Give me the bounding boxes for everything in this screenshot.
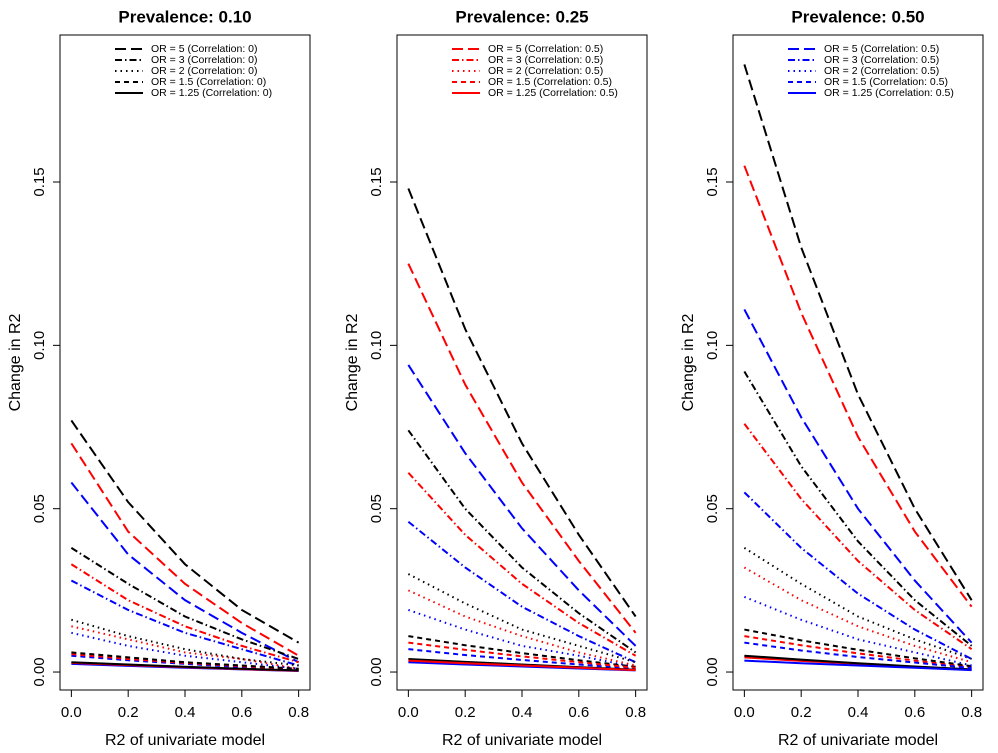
plot-box xyxy=(59,34,311,691)
series-line xyxy=(743,595,972,667)
legend-label: OR = 2 (Correlation: 0.5) xyxy=(824,65,939,77)
chart-title: Prevalence: 0.50 xyxy=(791,7,924,26)
legend-label: OR = 5 (Correlation: 0) xyxy=(151,43,258,55)
legend-label: OR = 1.25 (Correlation: 0.5) xyxy=(824,87,954,99)
x-tick-label: 0.4 xyxy=(175,704,196,721)
series-line xyxy=(71,651,299,670)
plot-box xyxy=(396,34,648,691)
x-tick-label: 0.6 xyxy=(231,704,252,721)
x-tick-label: 0.6 xyxy=(904,704,925,721)
series-line xyxy=(408,635,636,668)
series-line xyxy=(70,563,299,664)
series-line xyxy=(407,573,636,664)
y-tick-label: 0.10 xyxy=(704,331,721,360)
x-tick-label: 0.2 xyxy=(455,704,476,721)
y-tick-label: 0.10 xyxy=(31,331,48,360)
legend-label: OR = 1.5 (Correlation: 0.5) xyxy=(824,76,948,88)
series-line xyxy=(408,609,636,669)
series-line xyxy=(70,442,300,657)
y-tick-label: 0.15 xyxy=(368,167,385,196)
x-tick-label: 0.8 xyxy=(288,704,309,721)
series-line xyxy=(407,520,637,664)
x-tick-label: 0.2 xyxy=(118,704,139,721)
series-line xyxy=(71,661,299,672)
x-axis-label: R2 of univariate model xyxy=(442,732,602,749)
series-line xyxy=(70,481,300,664)
series-line xyxy=(743,547,972,660)
series-line xyxy=(743,566,972,664)
x-tick-label: 0.0 xyxy=(398,704,419,721)
series-line xyxy=(407,472,637,657)
x-tick-label: 0.4 xyxy=(848,704,869,721)
y-tick-label: 0.05 xyxy=(368,494,385,523)
y-axis-label: Change in R2 xyxy=(344,313,361,411)
legend-label: OR = 5 (Correlation: 0.5) xyxy=(824,43,939,55)
legend-label: OR = 1.5 (Correlation: 0.5) xyxy=(488,76,612,88)
series-line xyxy=(407,263,637,634)
x-tick-label: 0.8 xyxy=(625,704,646,721)
plot-box xyxy=(732,34,984,691)
series-line xyxy=(743,491,973,660)
series-line xyxy=(744,641,972,670)
series-line xyxy=(744,659,972,672)
legend-label: OR = 3 (Correlation: 0.5) xyxy=(488,54,603,66)
series-line xyxy=(70,547,299,660)
legend-label: OR = 3 (Correlation: 0.5) xyxy=(824,54,939,66)
legend-label: OR = 2 (Correlation: 0.5) xyxy=(488,65,603,77)
legend-label: OR = 5 (Correlation: 0.5) xyxy=(488,43,603,55)
series-line xyxy=(744,654,972,671)
x-tick-label: 0.8 xyxy=(961,704,982,721)
x-tick-label: 0.6 xyxy=(568,704,589,721)
chart-title: Prevalence: 0.25 xyxy=(455,7,588,26)
series-line xyxy=(71,618,299,667)
series-line xyxy=(70,419,300,644)
series-line xyxy=(743,308,973,644)
y-tick-label: 0.15 xyxy=(704,167,721,196)
y-tick-label: 0.00 xyxy=(368,657,385,686)
series-line xyxy=(71,631,299,670)
y-tick-label: 0.00 xyxy=(31,657,48,686)
series-line xyxy=(743,423,973,650)
series-line xyxy=(743,64,973,601)
y-tick-label: 0.10 xyxy=(368,331,385,360)
series-line xyxy=(407,188,637,618)
y-axis-label: Change in R2 xyxy=(680,313,697,411)
legend-label: OR = 2 (Correlation: 0) xyxy=(151,65,258,77)
x-axis-label: R2 of univariate model xyxy=(778,732,938,749)
x-axis-label: R2 of univariate model xyxy=(105,732,265,749)
series-line xyxy=(743,165,973,608)
legend-label: OR = 1.25 (Correlation: 0.5) xyxy=(488,87,618,99)
series-line xyxy=(744,628,972,668)
y-axis-label: Change in R2 xyxy=(7,313,24,411)
chart-title: Prevalence: 0.10 xyxy=(118,7,251,26)
series-line xyxy=(71,625,299,670)
legend-label: OR = 1.25 (Correlation: 0) xyxy=(151,87,272,99)
y-tick-label: 0.05 xyxy=(704,494,721,523)
series-line xyxy=(744,635,972,669)
x-tick-label: 0.0 xyxy=(734,704,755,721)
y-tick-label: 0.00 xyxy=(704,657,721,686)
series-line xyxy=(743,370,973,647)
legend-label: OR = 3 (Correlation: 0) xyxy=(151,54,258,66)
series-line xyxy=(407,429,637,654)
x-tick-label: 0.4 xyxy=(512,704,533,721)
x-tick-label: 0.2 xyxy=(791,704,812,721)
series-line xyxy=(70,579,299,667)
series-line xyxy=(408,659,636,672)
x-tick-label: 0.0 xyxy=(61,704,82,721)
y-tick-label: 0.05 xyxy=(31,494,48,523)
series-line xyxy=(408,641,636,669)
y-tick-label: 0.15 xyxy=(31,167,48,196)
legend-label: OR = 1.5 (Correlation: 0) xyxy=(151,76,266,88)
series-line xyxy=(408,648,636,670)
series-line xyxy=(407,364,637,647)
